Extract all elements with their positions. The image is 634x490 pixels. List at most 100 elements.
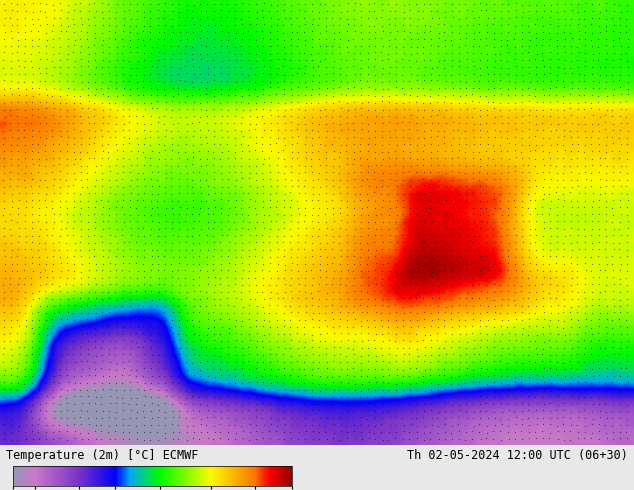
Point — [488, 400, 498, 408]
Point — [622, 308, 632, 316]
Point — [600, 392, 610, 400]
Point — [308, 176, 318, 184]
Point — [48, 112, 58, 120]
Point — [230, 392, 240, 400]
Point — [461, 203, 471, 211]
Point — [223, 266, 233, 274]
Point — [300, 211, 310, 219]
Point — [489, 29, 499, 37]
Point — [160, 429, 170, 437]
Point — [216, 288, 226, 295]
Point — [245, 112, 255, 120]
Point — [586, 182, 596, 190]
Point — [328, 323, 339, 331]
Point — [391, 133, 401, 141]
Point — [614, 350, 624, 358]
Point — [335, 147, 346, 155]
Point — [370, 436, 380, 443]
Point — [131, 400, 141, 408]
Point — [572, 267, 582, 275]
Point — [202, 197, 212, 205]
Point — [279, 407, 289, 415]
Point — [62, 350, 72, 358]
Point — [181, 140, 191, 147]
Point — [110, 399, 120, 407]
Point — [510, 133, 520, 141]
Point — [33, 420, 43, 428]
Point — [264, 134, 275, 142]
Point — [496, 322, 506, 330]
Point — [216, 183, 226, 191]
Point — [166, 359, 176, 367]
Point — [313, 196, 323, 204]
Point — [355, 147, 365, 154]
Point — [146, 99, 157, 107]
Point — [607, 324, 617, 332]
Point — [433, 168, 443, 176]
Point — [55, 273, 65, 281]
Point — [482, 302, 493, 310]
Point — [110, 302, 120, 310]
Point — [97, 42, 107, 49]
Point — [279, 392, 289, 400]
Point — [602, 0, 612, 7]
Point — [384, 211, 394, 219]
Point — [110, 190, 120, 197]
Point — [405, 140, 415, 148]
Point — [538, 190, 548, 198]
Point — [125, 387, 135, 394]
Point — [467, 113, 477, 121]
Point — [68, 49, 79, 56]
Point — [587, 210, 597, 218]
Point — [425, 189, 436, 196]
Point — [516, 392, 526, 400]
Point — [607, 218, 618, 226]
Point — [552, 380, 562, 388]
Point — [138, 91, 148, 98]
Point — [539, 378, 549, 386]
Point — [461, 182, 471, 190]
Point — [20, 253, 30, 261]
Point — [553, 427, 563, 435]
Point — [489, 260, 500, 268]
Point — [623, 71, 633, 78]
Point — [538, 28, 548, 36]
Point — [75, 386, 85, 393]
Point — [49, 358, 59, 366]
Point — [286, 41, 296, 49]
Point — [272, 289, 282, 296]
Point — [398, 63, 408, 71]
Point — [70, 175, 80, 183]
Point — [467, 414, 477, 422]
Point — [489, 392, 499, 400]
Point — [314, 337, 325, 345]
Point — [257, 133, 268, 141]
Point — [251, 393, 261, 401]
Point — [175, 386, 185, 394]
Point — [425, 169, 436, 176]
Point — [61, 197, 72, 205]
Point — [314, 393, 324, 401]
Point — [126, 394, 136, 402]
Point — [573, 8, 583, 16]
Point — [588, 400, 598, 408]
Point — [252, 378, 262, 386]
Point — [531, 41, 541, 49]
Point — [355, 240, 365, 247]
Point — [181, 232, 191, 240]
Point — [572, 176, 582, 184]
Point — [460, 78, 470, 86]
Point — [69, 385, 79, 393]
Point — [586, 231, 597, 239]
Point — [371, 225, 381, 233]
Point — [341, 352, 351, 360]
Point — [404, 267, 414, 275]
Point — [398, 203, 408, 211]
Point — [300, 421, 310, 429]
Point — [252, 189, 262, 197]
Point — [469, 366, 479, 373]
Point — [245, 56, 255, 64]
Point — [187, 7, 197, 15]
Point — [12, 337, 22, 344]
Point — [524, 7, 534, 15]
